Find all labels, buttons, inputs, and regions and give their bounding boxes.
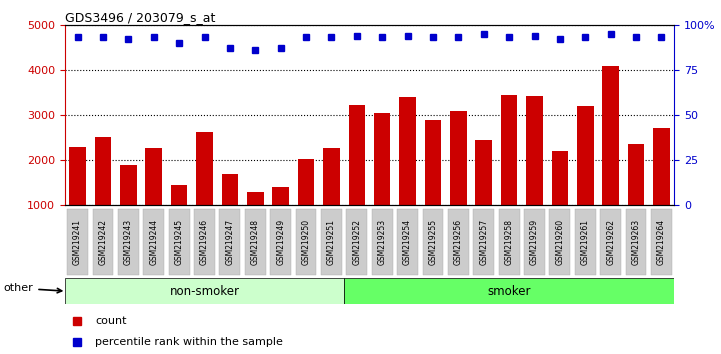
Bar: [501, 95, 518, 251]
FancyBboxPatch shape: [499, 209, 520, 275]
Text: GSM219244: GSM219244: [149, 218, 158, 265]
Bar: [146, 148, 162, 251]
Text: GSM219255: GSM219255: [428, 218, 438, 265]
FancyBboxPatch shape: [575, 209, 596, 275]
Bar: [399, 97, 416, 251]
Text: GSM219263: GSM219263: [632, 218, 640, 265]
Text: GSM219264: GSM219264: [657, 218, 666, 265]
Bar: [552, 151, 568, 251]
Text: GSM219262: GSM219262: [606, 219, 615, 264]
Text: GSM219259: GSM219259: [530, 218, 539, 265]
FancyBboxPatch shape: [344, 278, 687, 304]
FancyBboxPatch shape: [67, 209, 88, 275]
Text: GSM219250: GSM219250: [301, 218, 311, 265]
Bar: [298, 159, 314, 251]
Text: GSM219253: GSM219253: [378, 218, 386, 265]
Bar: [69, 147, 86, 251]
Bar: [94, 137, 111, 251]
FancyBboxPatch shape: [474, 209, 494, 275]
Bar: [628, 144, 645, 251]
FancyBboxPatch shape: [296, 209, 317, 275]
Text: GSM219254: GSM219254: [403, 218, 412, 265]
Text: GSM219260: GSM219260: [555, 218, 565, 265]
FancyBboxPatch shape: [601, 209, 621, 275]
Bar: [196, 132, 213, 251]
Bar: [247, 192, 264, 251]
FancyBboxPatch shape: [321, 209, 342, 275]
Text: GSM219249: GSM219249: [276, 218, 286, 265]
Text: GSM219258: GSM219258: [505, 219, 513, 264]
Bar: [603, 66, 619, 251]
Bar: [577, 107, 593, 251]
Text: GSM219245: GSM219245: [174, 218, 184, 265]
FancyBboxPatch shape: [245, 209, 265, 275]
FancyBboxPatch shape: [219, 209, 240, 275]
Text: GSM219257: GSM219257: [479, 218, 488, 265]
Bar: [348, 105, 365, 251]
Text: other: other: [4, 283, 62, 293]
FancyBboxPatch shape: [448, 209, 469, 275]
FancyBboxPatch shape: [92, 209, 113, 275]
Text: GSM219241: GSM219241: [73, 219, 82, 264]
Bar: [374, 113, 391, 251]
Text: count: count: [95, 316, 127, 326]
Text: GSM219248: GSM219248: [251, 219, 260, 264]
Text: GDS3496 / 203079_s_at: GDS3496 / 203079_s_at: [65, 11, 216, 24]
FancyBboxPatch shape: [118, 209, 138, 275]
Bar: [120, 165, 136, 251]
FancyBboxPatch shape: [143, 209, 164, 275]
Bar: [526, 96, 543, 251]
FancyBboxPatch shape: [423, 209, 443, 275]
Text: GSM219251: GSM219251: [327, 219, 336, 264]
Bar: [221, 174, 238, 251]
Text: GSM219243: GSM219243: [124, 218, 133, 265]
Bar: [425, 120, 441, 251]
Bar: [323, 148, 340, 251]
FancyBboxPatch shape: [346, 209, 367, 275]
FancyBboxPatch shape: [194, 209, 215, 275]
Bar: [273, 187, 289, 251]
Text: GSM219252: GSM219252: [353, 219, 361, 264]
FancyBboxPatch shape: [270, 209, 291, 275]
Bar: [475, 140, 492, 251]
Text: percentile rank within the sample: percentile rank within the sample: [95, 337, 283, 347]
Bar: [171, 185, 187, 251]
Text: GSM219247: GSM219247: [226, 218, 234, 265]
Text: GSM219256: GSM219256: [454, 218, 463, 265]
FancyBboxPatch shape: [524, 209, 545, 275]
Text: smoker: smoker: [487, 285, 531, 298]
FancyBboxPatch shape: [549, 209, 570, 275]
Text: non-smoker: non-smoker: [169, 285, 239, 298]
FancyBboxPatch shape: [651, 209, 672, 275]
Text: GSM219246: GSM219246: [200, 218, 209, 265]
FancyBboxPatch shape: [397, 209, 418, 275]
FancyBboxPatch shape: [626, 209, 647, 275]
FancyBboxPatch shape: [372, 209, 393, 275]
Text: GSM219261: GSM219261: [581, 219, 590, 264]
FancyBboxPatch shape: [65, 278, 344, 304]
FancyBboxPatch shape: [169, 209, 190, 275]
Text: GSM219242: GSM219242: [99, 219, 107, 264]
Bar: [653, 128, 670, 251]
Bar: [450, 111, 466, 251]
